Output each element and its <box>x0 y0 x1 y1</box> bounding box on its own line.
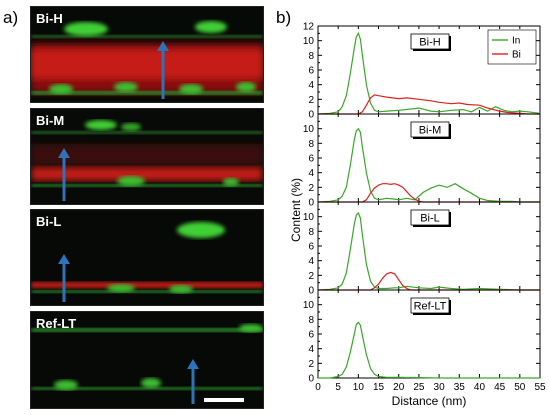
y-tick-label: 2 <box>308 359 314 370</box>
micrograph-label: Bi-H <box>36 11 63 26</box>
series-line-in-bi-l <box>317 211 540 291</box>
panel-label-box <box>410 297 450 314</box>
x-tick-label: 10 <box>353 382 365 393</box>
y-tick-label: 0 <box>308 374 314 385</box>
scale-bar <box>204 398 244 402</box>
micrograph-ref-lt: Ref-LT <box>30 311 264 409</box>
panel-label-box <box>410 33 450 50</box>
micrograph-bi-m-image <box>31 109 263 204</box>
x-tick-label: 30 <box>434 382 446 393</box>
micrograph-bi-l: Bi-L <box>30 209 264 306</box>
y-tick-label: 0 <box>308 110 314 121</box>
panel-label-box <box>410 121 450 138</box>
y-tick-label: 6 <box>308 66 314 77</box>
x-tick-label: 45 <box>494 382 506 393</box>
y-tick-label: 4 <box>308 80 314 91</box>
x-tick-label: 55 <box>534 382 546 393</box>
panel-label: Ref-LT <box>414 301 447 313</box>
y-axis-label: Content (%) <box>289 178 303 242</box>
series-line-bi-bi-l <box>318 271 540 291</box>
micrograph-label: Ref-LT <box>36 316 77 331</box>
micrograph-label: Bi-L <box>36 214 62 229</box>
series-line-in-bi-h <box>317 31 541 115</box>
panel-b-label: b) <box>276 8 292 27</box>
y-tick-label: 6 <box>308 330 314 341</box>
x-tick-label: 40 <box>474 382 486 393</box>
y-tick-label: 10 <box>303 36 315 47</box>
micrograph-bi-h-image <box>31 7 263 102</box>
x-tick-label: 0 <box>315 382 321 393</box>
y-tick-label: 8 <box>308 51 314 62</box>
x-tick-label: 5 <box>335 382 341 393</box>
y-tick-label-top: 12 <box>303 22 315 33</box>
series-line-in-ref-lt <box>318 321 540 379</box>
panel-label: Bi-H <box>419 37 440 49</box>
panel-label: Bi-L <box>420 213 440 225</box>
x-tick-label: 50 <box>514 382 526 393</box>
y-tick-label: 2 <box>308 183 314 194</box>
legend-box <box>487 29 537 65</box>
legend-label-in: In <box>512 36 520 47</box>
panel-a-label: a) <box>3 8 19 27</box>
panel-label: Bi-M <box>419 125 442 137</box>
y-tick-label: 0 <box>308 198 314 209</box>
y-tick-label: 4 <box>308 256 314 267</box>
content-profile-chart: 0 2 4 6 8 10 Bi-H 0 2 4 6 8 10 Bi-M 0 2 4 6 8 10 Bi-L 0 2 4 6 8 10… <box>289 22 546 409</box>
y-tick-label: 10 <box>303 300 315 311</box>
y-tick-label: 8 <box>308 139 314 150</box>
panel-label-box <box>410 209 450 226</box>
series-line-in-bi-m <box>317 127 540 203</box>
x-axis-label: Distance (nm) <box>392 394 467 408</box>
y-tick-label: 2 <box>308 271 314 282</box>
y-tick-label: 10 <box>303 212 315 223</box>
y-tick-label: 4 <box>308 168 314 179</box>
y-tick-label: 6 <box>308 154 314 165</box>
x-tick-label: 35 <box>454 382 466 393</box>
y-tick-label: 8 <box>308 315 314 326</box>
x-tick-label: 20 <box>393 382 405 393</box>
micrograph-bi-m: Bi-M <box>30 108 264 205</box>
y-tick-label: 0 <box>308 286 314 297</box>
series-line-bi-bi-h <box>318 94 540 115</box>
legend-label-bi: Bi <box>512 50 521 61</box>
micrograph-label: Bi-M <box>36 113 65 128</box>
micrograph-bi-l-image <box>31 210 263 305</box>
x-tick-label: 15 <box>373 382 385 393</box>
micrograph-bi-h: Bi-H <box>30 6 264 103</box>
x-tick-label: 25 <box>413 382 425 393</box>
series-line-bi-bi-m <box>318 183 540 203</box>
y-tick-label: 6 <box>308 242 314 253</box>
y-tick-label: 2 <box>308 95 314 106</box>
y-tick-label: 10 <box>303 124 315 135</box>
y-tick-label: 8 <box>308 227 314 238</box>
micrograph-ref-lt-image <box>31 312 263 408</box>
y-tick-label: 4 <box>308 344 314 355</box>
